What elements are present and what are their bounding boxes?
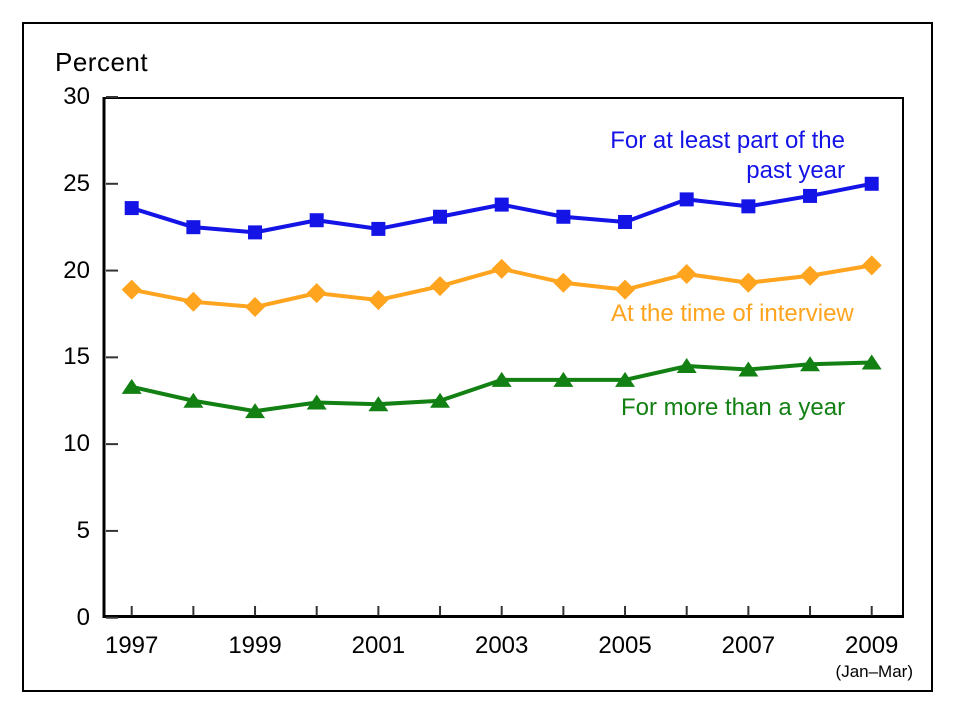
- data-point-square: [556, 209, 571, 224]
- data-point-triangle: [245, 403, 266, 419]
- x-tick-label-2001: 2001: [351, 632, 406, 659]
- data-point-triangle: [491, 371, 512, 387]
- x-tick-label-1999: 1999: [228, 632, 282, 659]
- x-axis-note-jan-mar: (Jan–Mar): [835, 662, 913, 681]
- y-tick-label-15: 15: [63, 343, 90, 371]
- data-point-diamond: [306, 283, 327, 304]
- series-label-at-time-of-interview: At the time of interview: [611, 300, 854, 327]
- y-tick-label-0: 0: [76, 603, 90, 631]
- data-point-diamond: [368, 290, 389, 311]
- data-point-square: [803, 188, 818, 203]
- x-tick-label-2009: 2009: [845, 632, 899, 659]
- data-point-diamond: [491, 258, 512, 279]
- data-point-square: [371, 221, 386, 236]
- figure-border: [22, 22, 933, 692]
- x-tick-label-2003: 2003: [474, 632, 529, 659]
- data-point-triangle: [368, 396, 389, 412]
- x-tick-label-1997: 1997: [104, 632, 159, 659]
- series-label-more-than-a-year: For more than a year: [621, 394, 846, 421]
- data-point-triangle: [676, 358, 697, 374]
- data-point-square: [309, 213, 324, 228]
- data-point-triangle: [553, 371, 574, 387]
- data-point-triangle: [738, 361, 759, 377]
- data-point-square: [618, 214, 633, 229]
- data-point-diamond: [676, 264, 697, 285]
- data-point-triangle: [430, 392, 451, 408]
- x-tick-label-2005: 2005: [598, 632, 652, 659]
- y-tick-label-5: 5: [76, 516, 90, 544]
- data-point-triangle: [183, 392, 204, 408]
- data-point-diamond: [245, 297, 266, 318]
- data-point-square: [124, 201, 139, 216]
- data-point-diamond: [800, 265, 821, 286]
- data-point-triangle: [121, 378, 142, 394]
- data-point-square: [679, 192, 694, 207]
- data-point-square: [741, 199, 756, 214]
- data-point-triangle: [861, 354, 882, 370]
- data-point-square: [433, 209, 448, 224]
- y-tick-label-10: 10: [63, 430, 90, 458]
- data-point-square: [494, 197, 509, 212]
- x-tick-label-2007: 2007: [721, 632, 776, 659]
- data-point-diamond: [553, 272, 574, 293]
- data-point-triangle: [615, 371, 636, 387]
- series-label-part-of-past-year: For at least part of the past year: [610, 126, 845, 186]
- data-point-diamond: [615, 279, 636, 300]
- data-point-diamond: [861, 255, 882, 276]
- series-label-line-1: For at least part of the: [610, 127, 845, 154]
- y-axis-title: Percent: [55, 47, 149, 77]
- y-tick-label-20: 20: [63, 256, 90, 284]
- data-point-diamond: [121, 279, 142, 300]
- y-tick-label-25: 25: [63, 169, 90, 197]
- data-point-triangle: [800, 356, 821, 372]
- data-point-diamond: [183, 291, 204, 312]
- y-tick-label-30: 30: [63, 82, 90, 110]
- data-point-square: [864, 176, 879, 191]
- data-point-square: [248, 225, 263, 240]
- data-point-triangle: [306, 394, 327, 410]
- data-point-square: [186, 220, 201, 235]
- data-point-diamond: [738, 272, 759, 293]
- data-point-diamond: [430, 276, 451, 297]
- series-label-line-2: past year: [746, 157, 845, 184]
